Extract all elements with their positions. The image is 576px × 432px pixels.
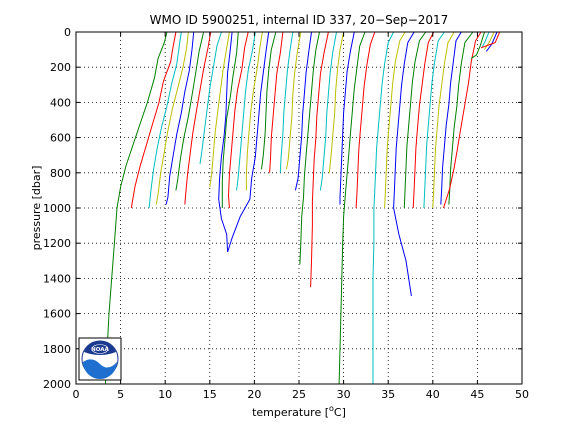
x-tick-label: 25 xyxy=(292,388,306,401)
profile-line-5 xyxy=(165,31,195,205)
y-axis-label: pressure [dbar] xyxy=(30,166,43,251)
profile-line-14 xyxy=(245,31,263,191)
x-tick-label: 45 xyxy=(470,388,484,401)
profile-line-34 xyxy=(432,31,455,209)
y-tick-label: 1000 xyxy=(43,202,71,215)
profile-line-12 xyxy=(228,31,249,209)
x-tick-label: 15 xyxy=(203,388,217,401)
profile-line-2 xyxy=(130,31,177,209)
x-tick-label: 20 xyxy=(247,388,261,401)
y-tick-label: 1200 xyxy=(43,237,71,250)
profile-line-19 xyxy=(286,31,302,170)
profile-line-29 xyxy=(384,31,406,209)
y-tick-label: 400 xyxy=(50,96,71,109)
profile-line-31 xyxy=(403,31,427,209)
logo-wave xyxy=(83,359,117,379)
profile-line-38 xyxy=(481,31,490,49)
profile-line-28 xyxy=(372,31,395,384)
profile-line-11 xyxy=(221,31,239,208)
profile-line-21 xyxy=(299,31,320,265)
profile-line-27 xyxy=(355,31,376,209)
x-axis-label: temperature [oC] xyxy=(252,404,346,419)
noaa-logo: NOAA xyxy=(78,337,122,381)
profile-line-16 xyxy=(261,31,277,170)
profile-line-23 xyxy=(319,31,337,191)
profile-line-41 xyxy=(470,31,485,59)
y-tick-label: 800 xyxy=(50,167,71,180)
logo-text: NOAA xyxy=(91,347,109,353)
profile-line-8 xyxy=(199,31,222,165)
profile-line-6 xyxy=(175,31,205,191)
x-tick-label: 5 xyxy=(117,388,124,401)
x-tick-label: 10 xyxy=(158,388,172,401)
profile-line-33 xyxy=(423,31,445,209)
x-tick-label: 40 xyxy=(426,388,440,401)
profile-line-22 xyxy=(310,31,329,288)
profile-line-24 xyxy=(328,31,345,173)
profile-line-15 xyxy=(227,31,270,253)
y-tick-label: 600 xyxy=(50,132,71,145)
y-tick-label: 200 xyxy=(50,61,71,74)
ticks: 0 5 10 15 20 25 30 35 40 45 50 0 200 400 600 800 1000 120… xyxy=(43,26,529,401)
profile-line-25 xyxy=(339,31,355,205)
profile-line-39 xyxy=(484,31,495,50)
profile-line-26 xyxy=(338,31,366,385)
chart-title: WMO ID 5900251, internal ID 337, 20−Sep−… xyxy=(150,13,449,27)
series-layer xyxy=(104,31,501,385)
profile-line-9 xyxy=(209,31,230,187)
y-tick-label: 0 xyxy=(64,26,71,39)
profile-line-13 xyxy=(236,31,256,191)
profile-line-4 xyxy=(155,31,189,205)
x-tick-label: 30 xyxy=(337,388,351,401)
logo-bird xyxy=(91,344,109,354)
profile-line-18 xyxy=(279,31,294,173)
profile-line-10 xyxy=(218,31,233,253)
profile-line-1 xyxy=(104,31,168,385)
x-tick-label: 0 xyxy=(73,388,80,401)
y-tick-label: 1800 xyxy=(43,343,71,356)
profile-line-42 xyxy=(480,31,501,49)
profile-line-36 xyxy=(448,31,474,205)
profile-line-17 xyxy=(269,31,284,173)
y-tick-label: 2000 xyxy=(43,378,71,391)
profile-line-32 xyxy=(412,31,435,209)
x-tick-label: 50 xyxy=(515,388,529,401)
profile-line-35 xyxy=(440,31,462,205)
profile-line-20 xyxy=(294,31,312,191)
profile-line-30 xyxy=(393,31,415,297)
x-tick-label: 35 xyxy=(381,388,395,401)
y-tick-label: 1600 xyxy=(43,308,71,321)
y-tick-label: 1400 xyxy=(43,272,71,285)
profile-line-3 xyxy=(148,31,182,209)
profile-line-37 xyxy=(443,31,482,209)
profile-line-7 xyxy=(184,31,212,205)
